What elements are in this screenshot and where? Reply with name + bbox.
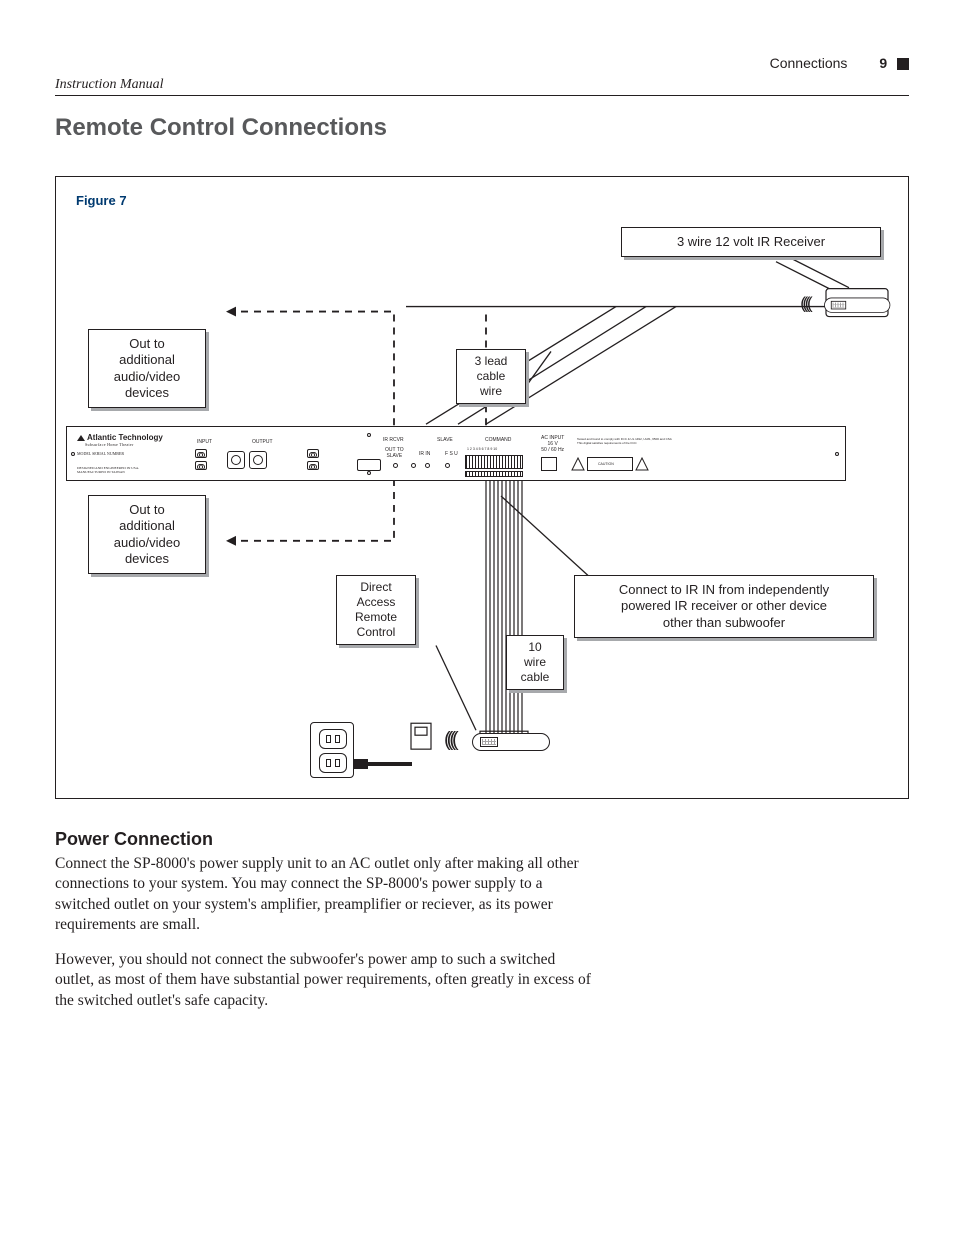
screw-icon [367,433,371,437]
callout-ir-receiver-text: 3 wire 12 volt IR Receiver [677,234,825,249]
mini-jack-icon [411,463,416,468]
section-name: Connections [770,55,848,71]
ac-jack-icon [541,457,557,471]
ir-waves-icon: (((( [800,294,809,314]
screw-icon [835,452,839,456]
mini-jack-icon [425,463,430,468]
remote-control-icon: (((( [444,729,554,757]
doc-title: Instruction Manual [55,77,909,93]
callout-ir-in-note: Connect to IR IN from independently powe… [574,575,874,638]
screw-icon [71,452,75,456]
mini-jack-icon [393,463,398,468]
callout-out-bottom: Out to additional audio/video devices [88,495,206,574]
jack-icon [227,451,245,469]
panel-label-ac-input: AC INPUT 16 V 50 / 60 Hz [541,435,564,453]
panel-label-input: INPUT [197,439,212,445]
rca-jack-icon [307,449,319,458]
rear-panel: Atlantic Technology Subsurface Home Thea… [66,426,846,481]
panel-label-dip-row: 1 2 3 4 5 6 7 8 9 10 [467,447,497,451]
remote-keypad-icon [831,301,846,310]
page-marker-icon [897,58,909,70]
panel-model-line: MODEL SERIAL NUMBER [77,451,124,456]
remote-control-icon: (((( [800,294,894,318]
panel-label-ir-in: IR IN [419,451,430,457]
rca-jack-icon [307,461,319,470]
power-connection-heading: Power Connection [55,829,909,850]
mini-jack-icon [445,463,450,468]
warning-triangle-icon [571,457,585,471]
callout-ir-receiver: 3 wire 12 volt IR Receiver [621,227,881,257]
page: Connections 9 Instruction Manual Remote … [0,0,954,1235]
panel-label-ir-rcvr: IR RCVR [383,437,404,443]
outlet-socket-icon [319,729,347,749]
callout-three-lead-text: 3 lead cable wire [475,354,508,398]
panel-brand-sub: Subsurface Home Theater [85,442,134,447]
caution-badge: CAUTION [587,457,633,471]
callout-three-lead: 3 lead cable wire [456,349,526,404]
callout-out-top-text: Out to additional audio/video devices [114,336,181,400]
warning-triangle-icon [635,457,649,471]
jack-icon [249,451,267,469]
main-title: Remote Control Connections [55,114,909,142]
panel-compliance: Tested and found to comply with FCC & UL… [577,437,672,445]
callout-ten-wire-text: 10 wire cable [521,640,550,684]
brand-triangle-icon [77,435,85,441]
header-rule [55,95,909,96]
panel-label-output: OUTPUT [252,439,273,445]
plug-icon [354,759,368,769]
wiring-diagram [56,177,908,798]
panel-brand-text: Atlantic Technology [87,433,163,442]
page-number: 9 [879,55,887,71]
panel-label-slave: SLAVE [437,437,453,443]
rca-jack-icon [195,461,207,470]
remote-keypad-icon [480,737,498,747]
power-cord [368,762,412,766]
panel-brand: Atlantic Technology [77,433,163,442]
power-connection-p1: Connect the SP-8000's power supply unit … [55,854,595,936]
connector-icon [465,471,523,477]
dsub-icon [357,459,381,471]
panel-label-command: COMMAND [485,437,511,443]
ir-waves-icon: (((( [444,729,455,752]
panel-label-caution: CAUTION [598,462,614,466]
callout-out-bottom-text: Out to additional audio/video devices [114,502,181,566]
callout-ir-in-note-text: Connect to IR IN from independently powe… [619,582,829,630]
callout-out-top: Out to additional audio/video devices [88,329,206,408]
panel-label-fsu: F S U [445,451,458,457]
header-right: Connections 9 [770,55,909,71]
panel-label-out-to-slave: OUT TO SLAVE [385,447,404,459]
dip-switch-icon [465,455,523,469]
outlet-socket-icon [319,753,347,773]
rca-jack-icon [195,449,207,458]
callout-direct-access: Direct Access Remote Control [336,575,416,645]
screw-icon [367,471,371,475]
callout-direct-access-text: Direct Access Remote Control [355,580,397,639]
panel-engineered: DESIGNED AND ENGINEERED IN USA. MANUFACT… [77,467,139,475]
wall-outlet-icon [310,722,354,778]
figure-7: Figure 7 [55,176,909,799]
power-connection-p2: However, you should not connect the subw… [55,950,595,1011]
callout-ten-wire: 10 wire cable [506,635,564,690]
